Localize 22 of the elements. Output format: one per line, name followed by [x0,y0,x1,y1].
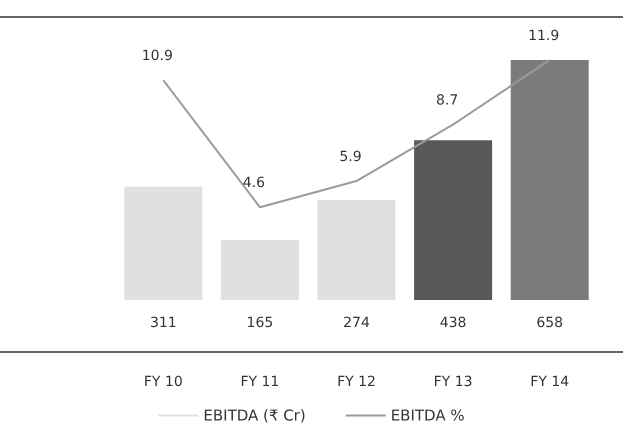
bar [318,200,396,300]
bar [124,186,202,300]
bar [414,140,492,300]
data-label: 4.6 [242,175,266,192]
bar [510,60,589,300]
x-tick-label: FY 11 [240,374,280,390]
x-tick-label: FY 12 [337,374,376,390]
data-label: 5.9 [339,149,362,166]
bar [220,240,299,300]
data-label: 311 [150,315,177,331]
x-tick-label: FY 13 [434,374,473,390]
legend-label: EBITDA % [390,406,465,424]
data-label: 658 [536,315,564,331]
data-label: 438 [440,315,466,331]
data-label: 274 [343,315,370,331]
data-label: 11.9 [528,28,560,44]
data-label: 10.9 [142,48,173,64]
data-label: 8.7 [436,92,458,109]
data-label: 165 [246,315,274,331]
x-tick-label: FY 14 [530,374,570,390]
x-tick-label: FY 10 [144,374,183,390]
legend-label: EBITDA (₹ Cr) [203,406,306,424]
